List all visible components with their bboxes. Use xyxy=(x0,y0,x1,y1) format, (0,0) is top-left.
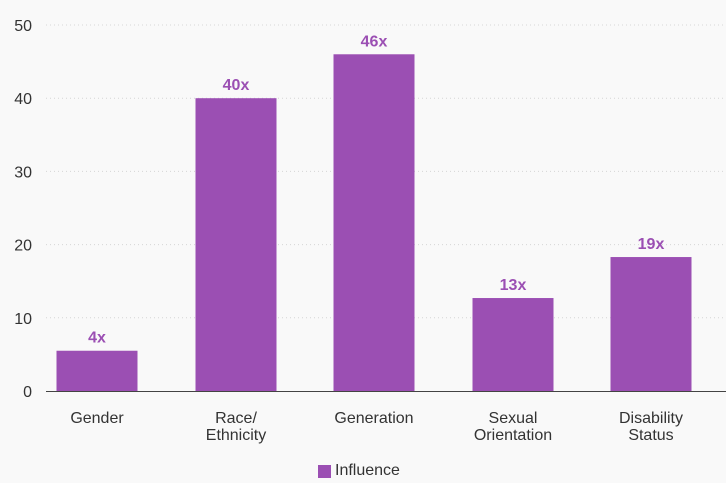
x-category-label-line: Sexual xyxy=(489,410,538,427)
y-tick-label: 30 xyxy=(14,164,32,181)
bars xyxy=(56,54,692,391)
x-category-label: Generation xyxy=(334,410,413,427)
bar xyxy=(610,257,692,391)
bar xyxy=(195,98,277,391)
bar-value-label: 13x xyxy=(500,277,527,294)
bar-value-label: 46x xyxy=(361,33,388,50)
x-category-label: Disability Status xyxy=(619,410,683,444)
x-category-label-line: Ethnicity xyxy=(206,427,266,444)
legend: Influence xyxy=(318,462,400,480)
x-category-label-line: Race/ xyxy=(215,410,257,427)
bar xyxy=(56,350,138,391)
bar-value-label: 19x xyxy=(638,236,665,253)
legend-label: Influence xyxy=(335,462,400,479)
x-axis-categories: Gender Race/Ethnicity Generation Sexual Orie… xyxy=(70,410,683,444)
x-category-label-line: Gender xyxy=(70,410,124,427)
bar-value-label: 4x xyxy=(88,330,106,347)
bar xyxy=(333,54,415,391)
x-category-label-line: Disability xyxy=(619,410,683,427)
x-category-label-line: Generation xyxy=(334,410,413,427)
x-category-label-line: Orientation xyxy=(474,427,552,444)
x-category-label: Sexual Orientation xyxy=(474,410,552,444)
legend-swatch xyxy=(318,464,331,478)
x-category-label-line: Status xyxy=(628,427,673,444)
y-tick-label: 50 xyxy=(14,18,32,35)
bar-chart: 0 10 20 30 40 50 4x 40x 46x 13x 19x Gender Race/Et… xyxy=(14,18,726,444)
x-category-label: Race/Ethnicity xyxy=(206,410,266,444)
y-tick-label: 10 xyxy=(14,311,32,328)
data-labels: 4x 40x 46x 13x 19x xyxy=(88,33,664,346)
y-tick-label: 40 xyxy=(14,91,32,108)
y-axis-ticks: 0 10 20 30 40 50 xyxy=(14,18,32,401)
y-tick-label: 20 xyxy=(14,238,32,255)
bar-value-label: 40x xyxy=(223,77,250,94)
bar xyxy=(472,298,554,391)
x-category-label: Gender xyxy=(70,410,124,427)
y-tick-label: 0 xyxy=(23,384,32,401)
